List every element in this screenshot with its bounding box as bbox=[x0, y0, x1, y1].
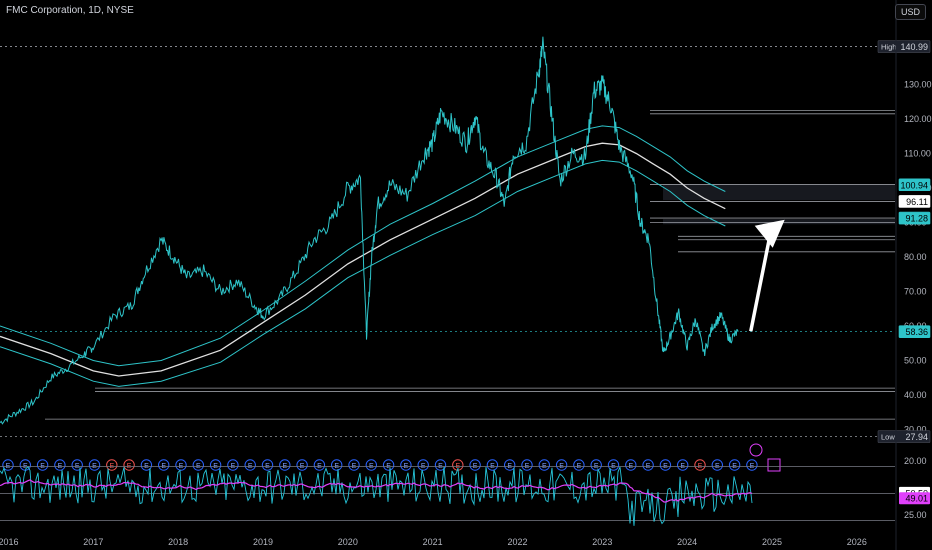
rsi-tick-label: 20.00 bbox=[904, 456, 927, 466]
earnings-marker bbox=[694, 459, 706, 471]
earnings-marker bbox=[227, 459, 239, 471]
earnings-marker bbox=[521, 459, 533, 471]
currency-button[interactable]: USD bbox=[894, 4, 926, 20]
upcoming-earnings-marker bbox=[767, 458, 781, 472]
earnings-marker bbox=[711, 459, 723, 471]
earnings-marker bbox=[400, 459, 412, 471]
earnings-marker bbox=[158, 459, 170, 471]
trend-arrow-head bbox=[754, 219, 785, 248]
price-label-box bbox=[898, 178, 931, 192]
earnings-marker bbox=[382, 459, 395, 471]
resistance-zone bbox=[663, 184, 895, 201]
earnings-marker bbox=[123, 459, 135, 471]
y-tick-label: 30.00 bbox=[904, 425, 927, 435]
ma-lower-band bbox=[0, 159, 726, 387]
earnings-marker bbox=[504, 459, 516, 471]
x-tick-label: 2025 bbox=[762, 537, 782, 547]
y-tick-label: 50.00 bbox=[904, 356, 927, 366]
earnings-marker bbox=[244, 459, 256, 471]
earnings-marker bbox=[555, 459, 568, 471]
price-label-caption: Low bbox=[881, 433, 895, 442]
earnings-marker bbox=[642, 459, 654, 471]
ma-upper-band bbox=[0, 125, 726, 367]
x-tick-label: 2017 bbox=[83, 537, 103, 547]
price-label-box bbox=[898, 325, 931, 338]
y-tick-label: 130.00 bbox=[904, 80, 932, 90]
price-label-box bbox=[898, 195, 931, 208]
x-tick-label: 2026 bbox=[847, 537, 867, 547]
x-tick-label: 2019 bbox=[253, 537, 273, 547]
x-tick-label: 2024 bbox=[677, 537, 697, 547]
price-line bbox=[0, 36, 739, 425]
y-tick-label: 110.00 bbox=[904, 149, 931, 159]
earnings-marker bbox=[54, 459, 66, 471]
rsi-ma-line bbox=[0, 479, 753, 503]
price-label-box bbox=[877, 40, 931, 53]
earnings-marker bbox=[192, 459, 205, 471]
earnings-marker bbox=[486, 459, 499, 471]
earnings-marker bbox=[2, 459, 14, 471]
ma-center-line bbox=[0, 142, 726, 377]
symbol-title: FMC Corporation, 1D, NYSE bbox=[6, 5, 134, 16]
price-label-box bbox=[877, 430, 931, 443]
earnings-marker bbox=[625, 459, 637, 471]
earnings-marker bbox=[677, 459, 689, 471]
earnings-marker bbox=[140, 459, 153, 471]
x-tick-label: 2023 bbox=[592, 537, 612, 547]
x-tick-label: 2016 bbox=[0, 537, 18, 547]
earnings-marker bbox=[659, 459, 672, 471]
x-tick-label: 2018 bbox=[168, 537, 188, 547]
x-tick-label: 2021 bbox=[423, 537, 443, 547]
price-label-value: 140.99 bbox=[900, 42, 928, 52]
y-tick-label: 70.00 bbox=[904, 287, 927, 297]
earnings-marker bbox=[573, 459, 585, 471]
price-label-box bbox=[898, 211, 931, 225]
earnings-marker bbox=[279, 459, 291, 471]
earnings-marker bbox=[590, 459, 602, 471]
earnings-marker bbox=[538, 459, 550, 471]
earnings-marker bbox=[36, 459, 49, 471]
price-label-value: 91.28 bbox=[905, 214, 928, 224]
earnings-marker bbox=[365, 459, 377, 471]
y-tick-label: 80.00 bbox=[904, 252, 927, 262]
rsi-value-label: 49.01 bbox=[905, 494, 928, 504]
price-label-value: 27.94 bbox=[905, 432, 928, 442]
price-label-value: 100.94 bbox=[900, 180, 928, 190]
rsi-line bbox=[0, 466, 753, 526]
earnings-marker bbox=[296, 459, 308, 471]
earnings-marker bbox=[746, 459, 758, 471]
earnings-marker bbox=[175, 459, 187, 471]
rsi-value-box bbox=[899, 492, 930, 505]
earnings-marker bbox=[434, 459, 447, 471]
earnings-marker bbox=[607, 459, 620, 471]
y-tick-label: 40.00 bbox=[904, 390, 927, 400]
earnings-marker bbox=[209, 459, 222, 471]
price-label-value: 58.36 bbox=[905, 327, 928, 337]
earnings-marker bbox=[348, 459, 360, 471]
earnings-marker bbox=[313, 459, 326, 471]
dividend-marker bbox=[749, 443, 763, 457]
trend-arrow-shaft bbox=[749, 231, 773, 332]
x-tick-label: 2022 bbox=[507, 537, 527, 547]
earnings-marker bbox=[261, 459, 274, 471]
earnings-marker bbox=[88, 459, 101, 471]
price-label-value: 96.11 bbox=[906, 197, 928, 207]
x-tick-label: 2020 bbox=[338, 537, 358, 547]
earnings-marker bbox=[417, 459, 429, 471]
earnings-marker bbox=[728, 459, 741, 471]
earnings-marker bbox=[106, 459, 118, 471]
y-tick-label: 120.00 bbox=[904, 114, 932, 124]
rsi-tick-label: 25.00 bbox=[904, 510, 927, 520]
earnings-marker bbox=[331, 459, 343, 471]
price-label-caption: High bbox=[881, 43, 896, 52]
earnings-marker bbox=[469, 459, 481, 471]
